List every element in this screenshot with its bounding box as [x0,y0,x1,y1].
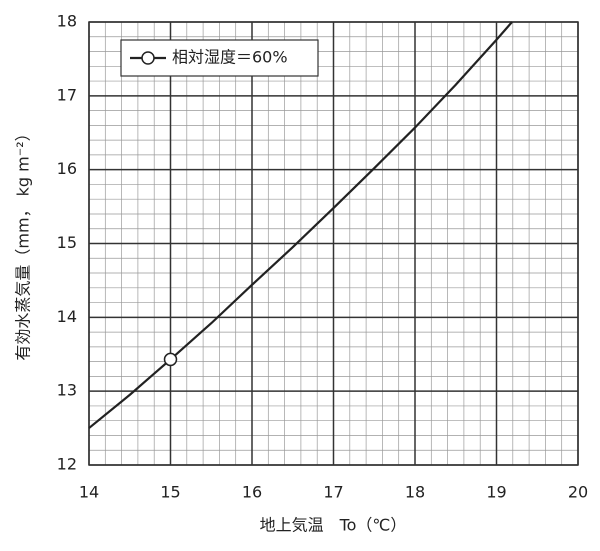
x-axis-label: 地上気温 To（℃） [260,516,407,535]
y-tick-label: 15 [57,233,77,252]
data-marker [163,352,178,367]
x-tick-label: 19 [486,483,506,502]
y-tick-label: 18 [57,12,77,31]
data-line [88,21,513,429]
y-axis-label: 有効水蒸気量（mm， kg m⁻²） [14,125,33,360]
y-tick-label: 14 [57,307,77,326]
x-tick-label: 16 [242,483,262,502]
x-tick-label: 18 [405,483,425,502]
x-tick-label: 15 [160,483,180,502]
y-tick-label: 13 [57,381,77,400]
legend-label: 相対湿度＝60% [172,48,288,67]
plot-frame [88,21,579,466]
legend-marker [141,51,155,65]
x-tick-label: 17 [323,483,343,502]
y-tick-label: 12 [57,455,77,474]
y-tick-label: 16 [57,159,77,178]
x-tick-label: 20 [568,483,588,502]
x-tick-label: 14 [79,483,99,502]
y-tick-label: 17 [57,85,77,104]
